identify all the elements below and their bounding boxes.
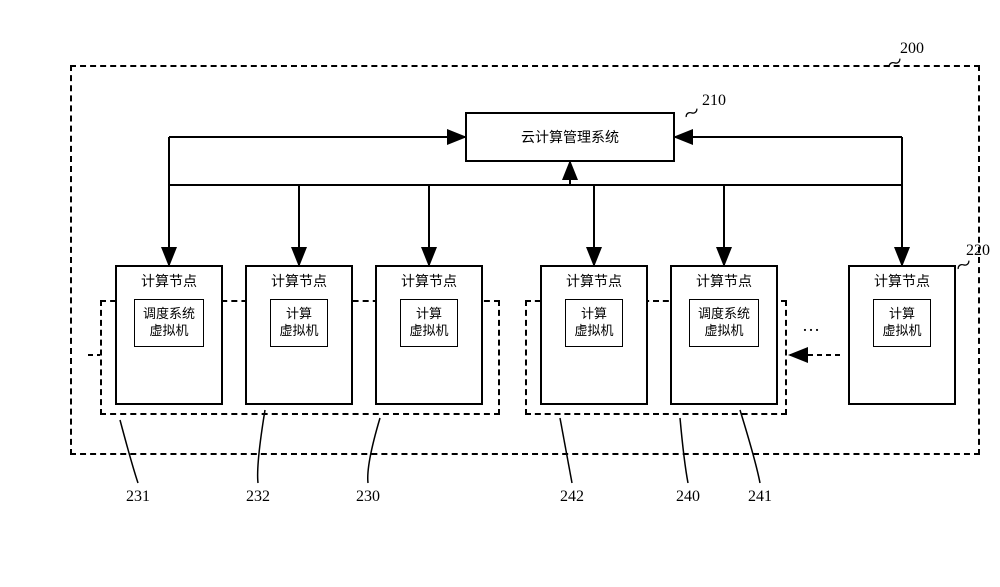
ref-242: 242 [560, 488, 584, 506]
node-231-inner: 调度系统虚拟机 [134, 299, 204, 347]
node-241-inner: 调度系统虚拟机 [689, 299, 759, 347]
node-220: 计算节点 计算虚拟机 [848, 265, 956, 405]
node-231-title: 计算节点 [117, 267, 221, 295]
node-241: 计算节点 调度系统虚拟机 [670, 265, 778, 405]
ref-232: 232 [246, 488, 270, 506]
box-210-management-system: 云计算管理系统 [465, 112, 675, 162]
ref-220: 220 [966, 242, 990, 260]
ref-241: 241 [748, 488, 772, 506]
node-230-extra: 计算节点 计算虚拟机 [375, 265, 483, 405]
node-241-title: 计算节点 [672, 267, 776, 295]
node-232-title: 计算节点 [247, 267, 351, 295]
node-230-extra-inner: 计算虚拟机 [400, 299, 457, 347]
node-242: 计算节点 计算虚拟机 [540, 265, 648, 405]
ellipsis-after-240: … [802, 315, 822, 336]
node-242-inner: 计算虚拟机 [565, 299, 622, 347]
ref-200: 200 [900, 40, 924, 58]
label-210: 云计算管理系统 [521, 127, 619, 147]
node-230-extra-title: 计算节点 [377, 267, 481, 295]
diagram-canvas: 〜 200 云计算管理系统 〜 210 计算节点 调度系统虚拟机 计算节点 计算… [20, 20, 1000, 567]
node-242-title: 计算节点 [542, 267, 646, 295]
ref-210: 210 [702, 92, 726, 110]
node-231: 计算节点 调度系统虚拟机 [115, 265, 223, 405]
node-220-inner: 计算虚拟机 [873, 299, 930, 347]
ref-231: 231 [126, 488, 150, 506]
node-232-inner: 计算虚拟机 [270, 299, 327, 347]
ref-230: 230 [356, 488, 380, 506]
node-232: 计算节点 计算虚拟机 [245, 265, 353, 405]
node-220-title: 计算节点 [850, 267, 954, 295]
ref-240: 240 [676, 488, 700, 506]
